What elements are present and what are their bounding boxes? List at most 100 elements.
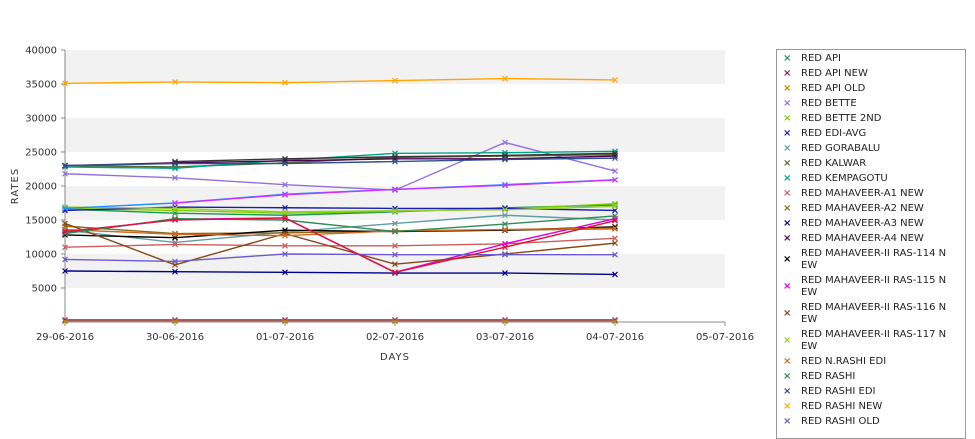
legend-label: RED KALWAR	[801, 158, 867, 169]
data-point	[62, 205, 68, 212]
data-point	[172, 158, 178, 165]
x-tick-label: 01-07-2016	[256, 332, 314, 343]
data-point	[612, 251, 618, 258]
legend-label: RED MAHAVEER-A1 NEW	[801, 188, 924, 199]
legend-item: × RED BETTE	[777, 98, 965, 110]
data-point	[172, 217, 178, 223]
legend-label: RED RASHI	[801, 371, 856, 382]
data-point	[612, 168, 618, 174]
data-point	[172, 318, 178, 325]
data-point	[392, 220, 398, 227]
series-line	[64, 215, 616, 235]
series-line	[64, 222, 616, 266]
data-point	[392, 251, 398, 258]
y-tick-label: 40000	[25, 46, 57, 57]
legend-item: × RED API	[777, 53, 965, 65]
legend-marker-icon: ×	[783, 416, 792, 427]
data-point	[392, 318, 398, 325]
data-point	[612, 225, 618, 232]
legend-label: RED EDI-AVG	[801, 128, 867, 139]
legend-item: × RED RASHI EDI	[777, 386, 965, 398]
legend-item: × RED MAHAVEER-A1 NEW	[777, 188, 965, 200]
legend-label: RED GORABALU	[801, 143, 881, 154]
data-point	[502, 251, 508, 258]
series-line	[64, 205, 616, 213]
data-point	[392, 186, 398, 193]
data-point	[392, 207, 398, 214]
data-point	[612, 271, 618, 278]
data-point	[392, 153, 398, 160]
series-line	[64, 217, 616, 274]
data-point	[282, 160, 288, 167]
legend-item: × RED RASHI NEW	[777, 401, 965, 413]
y-tick-label: 35000	[25, 80, 57, 91]
legend-label: RED RASHI EDI	[801, 386, 876, 397]
legend-marker-icon: ×	[783, 113, 792, 124]
data-point	[502, 182, 508, 189]
legend-item: × RED EDI-AVG	[777, 128, 965, 140]
data-point	[172, 79, 178, 85]
grid-band	[65, 288, 725, 322]
data-point	[282, 191, 288, 198]
legend-label: RED BETTE 2ND	[801, 113, 882, 124]
data-point	[62, 220, 68, 227]
legend-label: RED RASHI NEW	[801, 401, 883, 412]
series-line	[64, 253, 615, 263]
data-point	[502, 152, 508, 159]
legend-label: RED API OLD	[801, 83, 866, 94]
data-point	[172, 241, 178, 248]
data-point	[62, 228, 68, 235]
data-point	[172, 268, 178, 275]
legend-label: RED MAHAVEER-A2 NEW	[801, 203, 924, 214]
legend-marker-icon: ×	[783, 98, 792, 109]
data-point	[172, 200, 178, 206]
legend-marker-icon: ×	[783, 386, 792, 397]
data-point	[502, 139, 508, 146]
series-line	[64, 270, 616, 276]
legend-marker-icon: ×	[783, 188, 792, 199]
legend-item: × RED GORABALU	[777, 143, 965, 155]
data-point	[62, 318, 68, 325]
series-red-rashi-new	[62, 75, 618, 87]
legend-marker-icon: ×	[783, 401, 792, 412]
data-point	[62, 256, 68, 263]
data-point	[612, 240, 618, 247]
data-point	[392, 261, 398, 268]
data-point	[282, 232, 288, 239]
data-point	[502, 270, 508, 276]
legend-label: RED KEMPAGOTU	[801, 173, 888, 184]
data-point	[282, 155, 288, 162]
data-point	[502, 318, 508, 325]
legend-marker-icon: ×	[783, 335, 792, 346]
legend-marker-icon: ×	[783, 68, 792, 79]
series-unnamed	[62, 215, 618, 276]
data-point	[612, 155, 618, 162]
y-tick-label: 5000	[32, 284, 57, 295]
x-tick-label: 30-06-2016	[146, 332, 204, 343]
legend-label: RED BETTE	[801, 98, 857, 109]
plot-background	[65, 50, 725, 322]
grid-band	[65, 84, 725, 118]
data-point	[392, 158, 398, 165]
series-unnamed	[172, 150, 618, 165]
y-axis-title: RATES	[10, 168, 21, 204]
series-red-api-old	[62, 318, 618, 325]
series-line	[64, 150, 616, 170]
legend-item: × RED API OLD	[777, 83, 965, 95]
data-point	[502, 221, 508, 228]
series-line	[64, 204, 616, 216]
series-unnamed	[172, 176, 618, 206]
x-axis-title: DAYS	[380, 352, 410, 363]
data-point	[502, 206, 508, 213]
legend-marker-icon: ×	[783, 218, 792, 229]
x-tick-label: 02-07-2016	[366, 332, 424, 343]
legend-marker-icon: ×	[783, 356, 792, 367]
data-point	[282, 269, 288, 276]
series-line	[64, 214, 616, 244]
data-point	[502, 226, 508, 233]
data-point	[612, 235, 618, 242]
data-point	[172, 205, 178, 212]
legend-item: × RED MAHAVEER-II RAS-116 N EW	[777, 302, 965, 326]
data-point	[282, 208, 288, 215]
data-point	[172, 165, 178, 172]
